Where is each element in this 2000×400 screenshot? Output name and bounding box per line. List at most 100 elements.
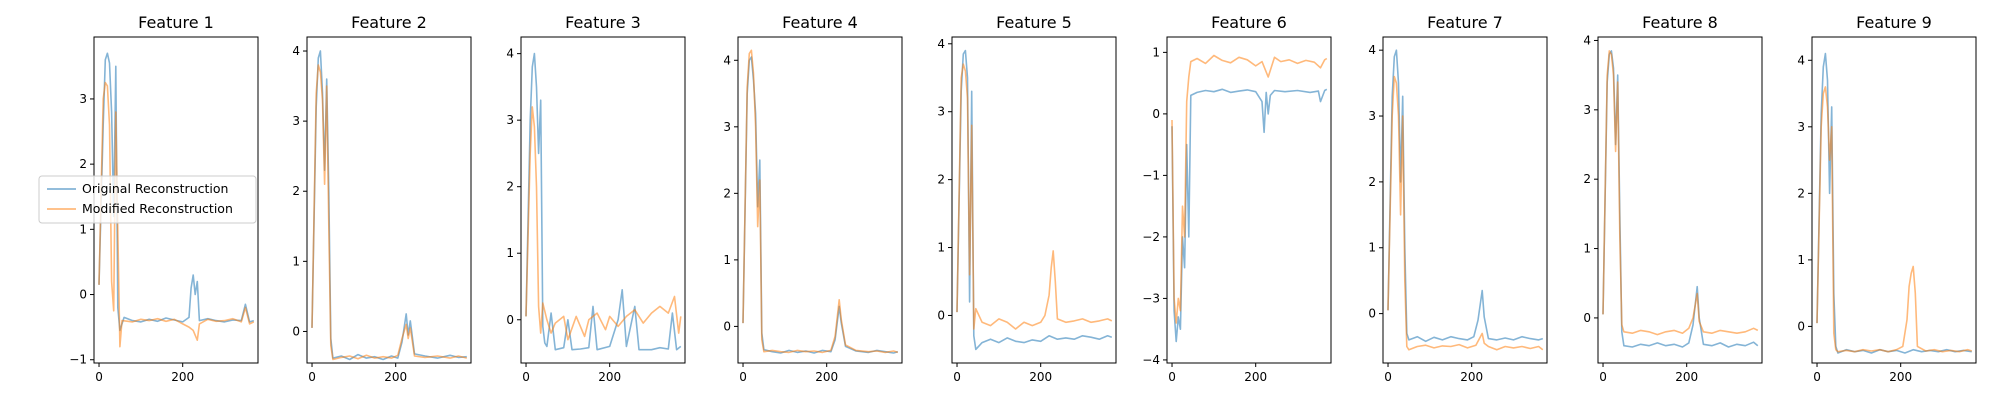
x-tick-label: 200 — [815, 370, 838, 384]
subplot-feature-8: Feature 8 0 1 2 3 4 0 200 — [1583, 13, 1763, 384]
y-tick-label: 2 — [292, 184, 300, 198]
y-tick-label: 0 — [79, 288, 87, 302]
original-reconstruction-line — [98, 52, 255, 332]
legend-label-original: Original Reconstruction — [82, 181, 228, 196]
y-tick-label: 3 — [1368, 109, 1376, 123]
x-tick-label: 200 — [1889, 370, 1912, 384]
x-tick-label: 0 — [1813, 370, 1821, 384]
x-tick-label: 0 — [1384, 370, 1392, 384]
subplot-title: Feature 4 — [782, 13, 858, 32]
subplot-title: Feature 8 — [1642, 13, 1718, 32]
y-tick-label: 2 — [937, 173, 945, 187]
subplot-feature-3: Feature 3 0 1 2 3 4 0 200 — [506, 13, 686, 384]
y-tick-label: 4 — [506, 47, 514, 61]
subplot-title: Feature 9 — [1856, 13, 1932, 32]
x-tick-label: 0 — [1599, 370, 1607, 384]
y-tick-label: 2 — [1583, 172, 1591, 186]
subplot-frame — [306, 36, 472, 364]
y-tick-label: 2 — [1797, 186, 1805, 200]
y-tick-label: −3 — [1142, 291, 1160, 305]
modified-reconstruction-line — [311, 64, 467, 361]
y-tick-label: 4 — [1583, 33, 1591, 47]
modified-reconstruction-line — [1816, 86, 1973, 353]
subplot-feature-6: Feature 6 −4 −3 −2 −1 0 1 0 200 — [1142, 13, 1332, 384]
x-tick-label: 200 — [1029, 370, 1052, 384]
x-tick-label: 0 — [522, 370, 530, 384]
y-tick-label: 2 — [79, 157, 87, 171]
y-tick-label: 1 — [79, 222, 87, 236]
y-tick-label: 3 — [79, 92, 87, 106]
y-tick-label: 3 — [506, 113, 514, 127]
y-tick-label: 4 — [723, 53, 731, 67]
y-tick-label: 2 — [1368, 175, 1376, 189]
y-tick-label: 3 — [1583, 103, 1591, 117]
legend-box — [38, 175, 257, 224]
subplot-frame — [1811, 36, 1977, 364]
y-tick-label: −1 — [69, 353, 87, 367]
subplot-feature-2: Feature 2 0 1 2 3 4 0 200 — [292, 13, 472, 384]
y-tick-label: 2 — [723, 186, 731, 200]
subplot-feature-7: Feature 7 0 1 2 3 4 0 200 — [1368, 13, 1548, 384]
y-tick-label: 3 — [723, 120, 731, 134]
x-tick-label: 0 — [95, 370, 103, 384]
original-reconstruction-line — [1387, 49, 1544, 343]
y-tick-label: 3 — [937, 105, 945, 119]
modified-reconstruction-line — [1602, 50, 1759, 336]
y-tick-label: 1 — [506, 246, 514, 260]
y-tick-label: 0 — [1152, 107, 1160, 121]
modified-reconstruction-line — [1171, 54, 1328, 324]
subplot-title: Feature 2 — [351, 13, 427, 32]
original-reconstruction-line — [1171, 88, 1328, 343]
y-tick-label: 1 — [723, 253, 731, 267]
original-reconstruction-line — [311, 50, 467, 361]
y-tick-label: 0 — [1797, 319, 1805, 333]
y-tick-label: 4 — [292, 44, 300, 58]
subplot-title: Feature 1 — [138, 13, 214, 32]
subplot-feature-4: Feature 4 0 1 2 3 4 0 200 — [723, 13, 903, 384]
y-tick-label: 4 — [1368, 43, 1376, 57]
y-tick-label: 1 — [1797, 253, 1805, 267]
x-tick-label: 0 — [953, 370, 961, 384]
subplot-title: Feature 6 — [1211, 13, 1287, 32]
y-tick-label: 1 — [1368, 241, 1376, 255]
y-tick-label: 0 — [506, 313, 514, 327]
x-tick-label: 200 — [384, 370, 407, 384]
subplot-frame — [1597, 36, 1763, 364]
original-reconstruction-line — [1602, 50, 1759, 348]
subplot-frame — [520, 36, 686, 364]
subplot-frame — [737, 36, 903, 364]
subplot-frame — [1166, 36, 1332, 364]
subplot-title: Feature 5 — [996, 13, 1072, 32]
subplot-title: Feature 7 — [1427, 13, 1503, 32]
y-tick-label: 1 — [1152, 45, 1160, 59]
legend: Original Reconstruction Modified Reconst… — [38, 175, 257, 224]
y-tick-label: −2 — [1142, 230, 1160, 244]
x-tick-label: 200 — [1244, 370, 1267, 384]
y-tick-label: 2 — [506, 180, 514, 194]
y-tick-label: 1 — [1583, 242, 1591, 256]
y-tick-label: 0 — [292, 324, 300, 338]
original-reconstruction-line — [525, 52, 682, 351]
y-tick-label: 1 — [937, 241, 945, 255]
modified-reconstruction-line — [98, 81, 255, 348]
x-tick-label: 0 — [739, 370, 747, 384]
x-tick-label: 200 — [1675, 370, 1698, 384]
y-tick-label: 0 — [937, 308, 945, 322]
y-tick-label: −1 — [1142, 168, 1160, 182]
modified-reconstruction-line — [956, 63, 1113, 330]
subplot-frame — [1382, 36, 1548, 364]
original-reconstruction-line — [956, 49, 1113, 351]
subplot-feature-9: Feature 9 0 1 2 3 4 0 200 — [1797, 13, 1977, 384]
x-tick-label: 0 — [308, 370, 316, 384]
y-tick-label: 4 — [937, 37, 945, 51]
y-tick-label: 3 — [1797, 120, 1805, 134]
subplot-feature-1: Feature 1 −1 0 1 2 3 0 200 — [69, 13, 259, 384]
y-tick-label: 0 — [1368, 307, 1376, 321]
x-tick-label: 200 — [1460, 370, 1483, 384]
y-tick-label: 0 — [1583, 311, 1591, 325]
x-tick-label: 200 — [171, 370, 194, 384]
subplot-title: Feature 3 — [565, 13, 641, 32]
modified-reconstruction-line — [742, 49, 899, 354]
original-reconstruction-line — [1816, 52, 1972, 354]
